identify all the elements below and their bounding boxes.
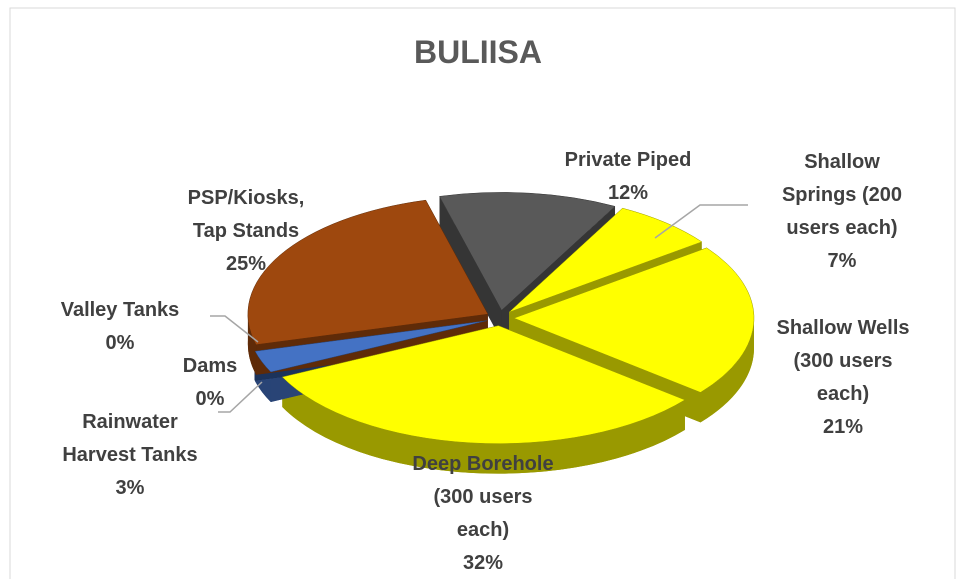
chart-title: BULIISA bbox=[414, 34, 542, 70]
category-label: Deep Borehole (300 users each) bbox=[412, 453, 554, 541]
value-label: 0% bbox=[105, 332, 135, 354]
leader-line bbox=[654, 204, 748, 239]
data-label: Rainwater Harvest Tanks 3% bbox=[55, 406, 205, 505]
data-label: Private Piped 12% bbox=[538, 144, 718, 210]
slice bbox=[281, 325, 686, 444]
leader-line bbox=[210, 315, 259, 343]
slice bbox=[247, 199, 489, 345]
data-label: PSP/Kiosks, Tap Stands 25% bbox=[176, 182, 316, 281]
slice-side bbox=[700, 318, 754, 423]
slice bbox=[513, 247, 755, 393]
category-label: Private Piped bbox=[564, 149, 692, 171]
slice-wall bbox=[439, 196, 502, 341]
value-label: 12% bbox=[607, 182, 649, 204]
frame bbox=[9, 7, 956, 579]
category-label: Shallow Springs (200 users each) bbox=[781, 151, 903, 239]
slice bbox=[508, 207, 703, 313]
category-label: Shallow Wells (300 users each) bbox=[776, 317, 910, 405]
data-label: Shallow Springs (200 users each) 7% bbox=[777, 146, 907, 278]
value-label: 25% bbox=[225, 253, 267, 275]
data-label: Valley Tanks 0% bbox=[40, 294, 200, 360]
value-label: 3% bbox=[115, 477, 145, 499]
value-label: 21% bbox=[822, 416, 864, 438]
slice bbox=[439, 192, 616, 311]
data-label: Deep Borehole (300 users each) 32% bbox=[406, 448, 561, 580]
category-label: PSP/Kiosks, Tap Stands bbox=[187, 187, 305, 242]
value-label: 0% bbox=[195, 388, 225, 410]
value-label: 7% bbox=[827, 250, 857, 272]
leader-line bbox=[218, 381, 263, 413]
slice bbox=[254, 320, 487, 373]
category-label: Rainwater Harvest Tanks bbox=[62, 411, 198, 466]
category-label: Dams bbox=[182, 355, 238, 377]
value-label: 32% bbox=[462, 552, 504, 574]
category-label: Valley Tanks bbox=[60, 299, 180, 321]
slice-side bbox=[282, 377, 685, 474]
slice-side bbox=[247, 314, 257, 375]
data-label: Dams 0% bbox=[170, 350, 250, 416]
data-label: Shallow Wells (300 users each) 21% bbox=[768, 312, 918, 444]
